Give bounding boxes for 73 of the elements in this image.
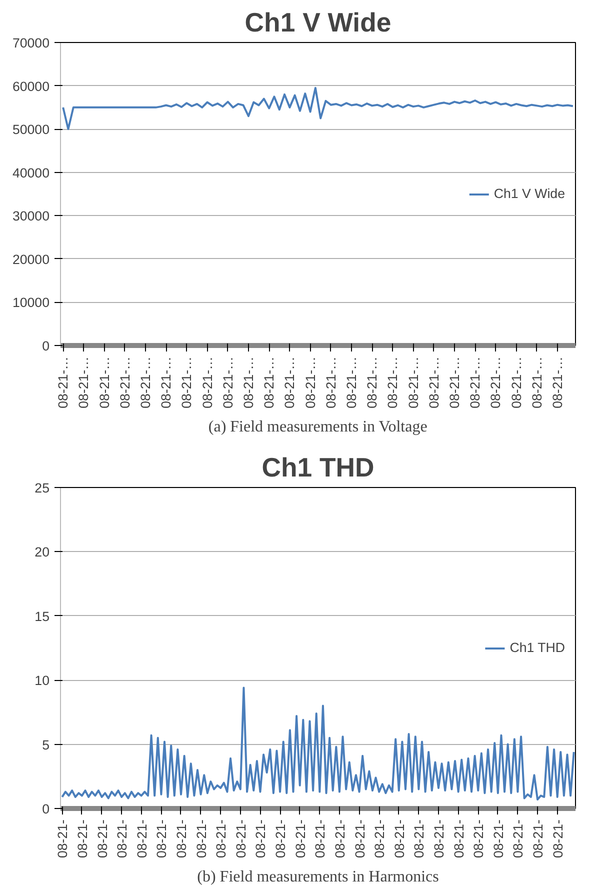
x-tick-label: 08-21-…	[179, 356, 194, 408]
y-tick-label: 15	[34, 608, 50, 624]
x-tick-label: 08-21-	[550, 819, 566, 858]
x-tick-label: 08-21-	[114, 819, 130, 858]
x-tick-label: 08-21-…	[262, 356, 277, 408]
x-tick-label: 08-21-	[214, 819, 229, 858]
x-tick-label: 08-21-…	[508, 356, 524, 408]
x-tick-label: 08-21-…	[426, 356, 442, 408]
x-tick-label: 08-21-…	[446, 356, 462, 408]
x-tick-label: 08-21-…	[488, 356, 504, 408]
y-tick-label: 40000	[12, 165, 50, 180]
x-tick-label: 08-21-…	[76, 356, 92, 408]
chart-title: Ch1 THD	[262, 452, 374, 482]
x-tick-label: 08-21-	[431, 819, 446, 858]
x-tick-label: 08-21-…	[344, 356, 359, 408]
x-tick-label: 08-21-…	[240, 356, 256, 408]
x-tick-label: 08-21-	[471, 819, 486, 858]
x-tick-label: 08-21-…	[468, 356, 483, 408]
x-tick-label: 08-21-	[233, 819, 248, 858]
x-tick-label: 08-21-	[55, 819, 70, 858]
chart-title: Ch1 V Wide	[244, 8, 392, 38]
y-tick-label: 50000	[12, 122, 50, 138]
legend-label: Ch1 V Wide	[494, 186, 565, 201]
y-tick-label: 25	[34, 480, 50, 496]
y-tick-label: 10000	[12, 295, 50, 310]
x-tick-label: 08-21-	[451, 819, 466, 858]
legend-label: Ch1 THD	[510, 640, 565, 655]
x-tick-label: 08-21-…	[364, 356, 380, 408]
x-tick-label: 08-21-	[332, 819, 348, 858]
x-tick-label: 08-21-…	[117, 356, 132, 408]
y-tick-label: 60000	[12, 78, 50, 94]
x-tick-label: 08-21-	[74, 819, 90, 858]
line-series	[62, 86, 574, 130]
x-tick-label: 08-21-…	[200, 356, 215, 408]
y-tick-label: 0	[42, 802, 50, 816]
x-tick-label: 08-21-	[134, 819, 150, 858]
x-tick-label: 08-21-	[174, 819, 189, 858]
x-tick-label: 08-21-	[94, 819, 110, 858]
x-tick-label: 08-21-	[412, 819, 427, 858]
x-tick-label: 08-21-	[273, 819, 288, 858]
y-tick-label: 70000	[12, 36, 50, 50]
text: (b) Field measurements in Harmonics	[197, 868, 439, 886]
x-tick-label: 08-21-…	[406, 356, 421, 408]
y-tick-label: 10	[34, 673, 50, 688]
x-tick-label: 08-21-	[154, 819, 170, 858]
x-tick-label: 08-21-…	[302, 356, 318, 408]
y-tick-label: 0	[42, 338, 50, 354]
x-tick-label: 08-21-	[490, 819, 506, 858]
x-tick-label: 08-21-	[352, 819, 368, 858]
y-tick-label: 20	[34, 544, 50, 560]
x-tick-label: 08-21-…	[56, 356, 71, 408]
y-tick-label: 5	[42, 737, 50, 752]
x-tick-label: 08-21-	[253, 819, 268, 858]
y-tick-label: 30000	[12, 208, 50, 224]
x-tick-label: 08-21-…	[282, 356, 298, 408]
x-tick-label: 08-21-	[530, 819, 546, 858]
x-tick-label: 08-21-…	[158, 356, 174, 408]
text: (a) Field measurements in Voltage	[208, 418, 428, 436]
x-tick-label: 08-21-…	[96, 356, 112, 408]
x-tick-label: 08-21-…	[529, 356, 544, 408]
x-tick-label: 08-21-…	[323, 356, 338, 408]
x-tick-label: 08-21-…	[220, 356, 236, 408]
x-tick-label: 08-21-	[312, 819, 328, 858]
x-tick-label: 08-21-	[372, 819, 388, 858]
x-tick-label: 08-21-…	[550, 356, 565, 408]
x-tick-label: 08-21-…	[138, 356, 153, 408]
x-tick-label: 08-21-	[392, 819, 407, 858]
x-tick-label: 08-21-	[194, 819, 209, 858]
x-tick-label: 08-21-…	[385, 356, 400, 408]
line-series	[61, 686, 575, 801]
y-tick-label: 20000	[12, 252, 50, 267]
x-tick-label: 08-21-	[292, 819, 308, 858]
x-tick-label: 08-21-	[510, 819, 526, 858]
